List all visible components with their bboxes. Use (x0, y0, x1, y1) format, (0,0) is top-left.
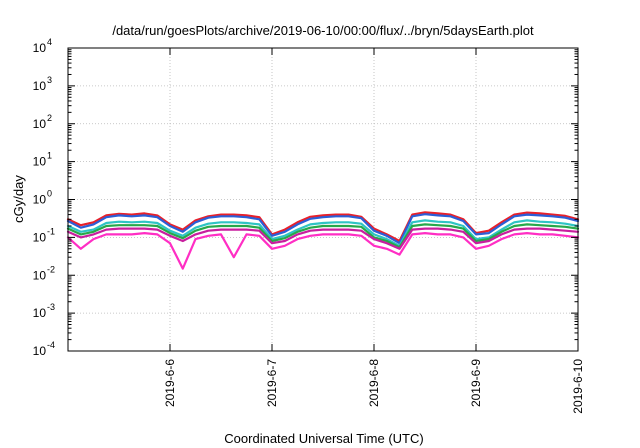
y-tick-label: 10 (33, 306, 47, 320)
y-tick-exponent: 3 (47, 75, 52, 85)
x-tick-label: 2019-6-6 (163, 359, 177, 407)
y-tick-exponent: -4 (47, 340, 55, 350)
x-tick-label: 2019-6-8 (367, 359, 381, 407)
series-line (66, 211, 580, 243)
y-tick-exponent: -1 (47, 226, 55, 236)
series-line (66, 227, 580, 250)
series-line (66, 213, 580, 245)
x-tick-label: 2019-6-10 (571, 359, 585, 414)
y-tick-exponent: 1 (47, 151, 52, 161)
series-line (66, 219, 580, 247)
y-tick-exponent: 0 (47, 189, 52, 199)
y-tick-label: 10 (33, 155, 47, 169)
y-tick-exponent: -3 (47, 302, 55, 312)
y-tick-label: 10 (33, 79, 47, 93)
x-tick-label: 2019-6-7 (265, 359, 279, 407)
y-axis-label: cGy/day (11, 175, 26, 223)
y-tick-label: 10 (33, 230, 47, 244)
x-axis-label: Coordinated Universal Time (UTC) (224, 431, 423, 446)
y-tick-label: 10 (33, 41, 47, 55)
y-tick-label: 10 (33, 193, 47, 207)
y-tick-label: 10 (33, 268, 47, 282)
y-tick-exponent: 4 (47, 37, 52, 47)
series-line (66, 223, 580, 249)
gridlines (68, 48, 578, 351)
y-tick-exponent: -2 (47, 264, 55, 274)
x-tick-label: 2019-6-9 (469, 359, 483, 407)
y-tick-label: 10 (33, 117, 47, 131)
series-line (66, 232, 580, 270)
y-tick-exponent: 2 (47, 113, 52, 123)
x-axis-ticks: 2019-6-6 2019-6-7 2019-6-8 2019-6-9 2019-6-1… (163, 48, 585, 414)
chart-title: /data/run/goesPlots/archive/2019-06-10/0… (112, 23, 534, 38)
y-tick-label: 10 (33, 344, 47, 358)
series-lines (66, 211, 580, 270)
